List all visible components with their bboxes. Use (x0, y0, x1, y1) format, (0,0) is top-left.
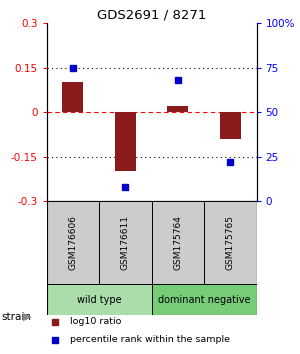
Text: GSM175764: GSM175764 (173, 215, 182, 270)
Text: ▶: ▶ (23, 312, 32, 322)
Bar (167, 106, 188, 112)
Bar (99, 201, 152, 284)
Bar (115, 112, 136, 171)
Bar (46, 284, 152, 315)
Text: GSM176606: GSM176606 (68, 215, 77, 270)
Bar (152, 284, 256, 315)
Bar (152, 201, 204, 284)
Bar (46, 201, 99, 284)
Bar (204, 201, 256, 284)
Bar (220, 112, 241, 139)
Text: percentile rank within the sample: percentile rank within the sample (70, 336, 230, 344)
Bar (62, 82, 83, 112)
Text: GSM175765: GSM175765 (226, 215, 235, 270)
Text: wild type: wild type (77, 295, 121, 304)
Text: log10 ratio: log10 ratio (70, 317, 121, 326)
Title: GDS2691 / 8271: GDS2691 / 8271 (97, 9, 206, 22)
Text: GSM176611: GSM176611 (121, 215, 130, 270)
Text: dominant negative: dominant negative (158, 295, 250, 304)
Text: strain: strain (2, 312, 31, 322)
